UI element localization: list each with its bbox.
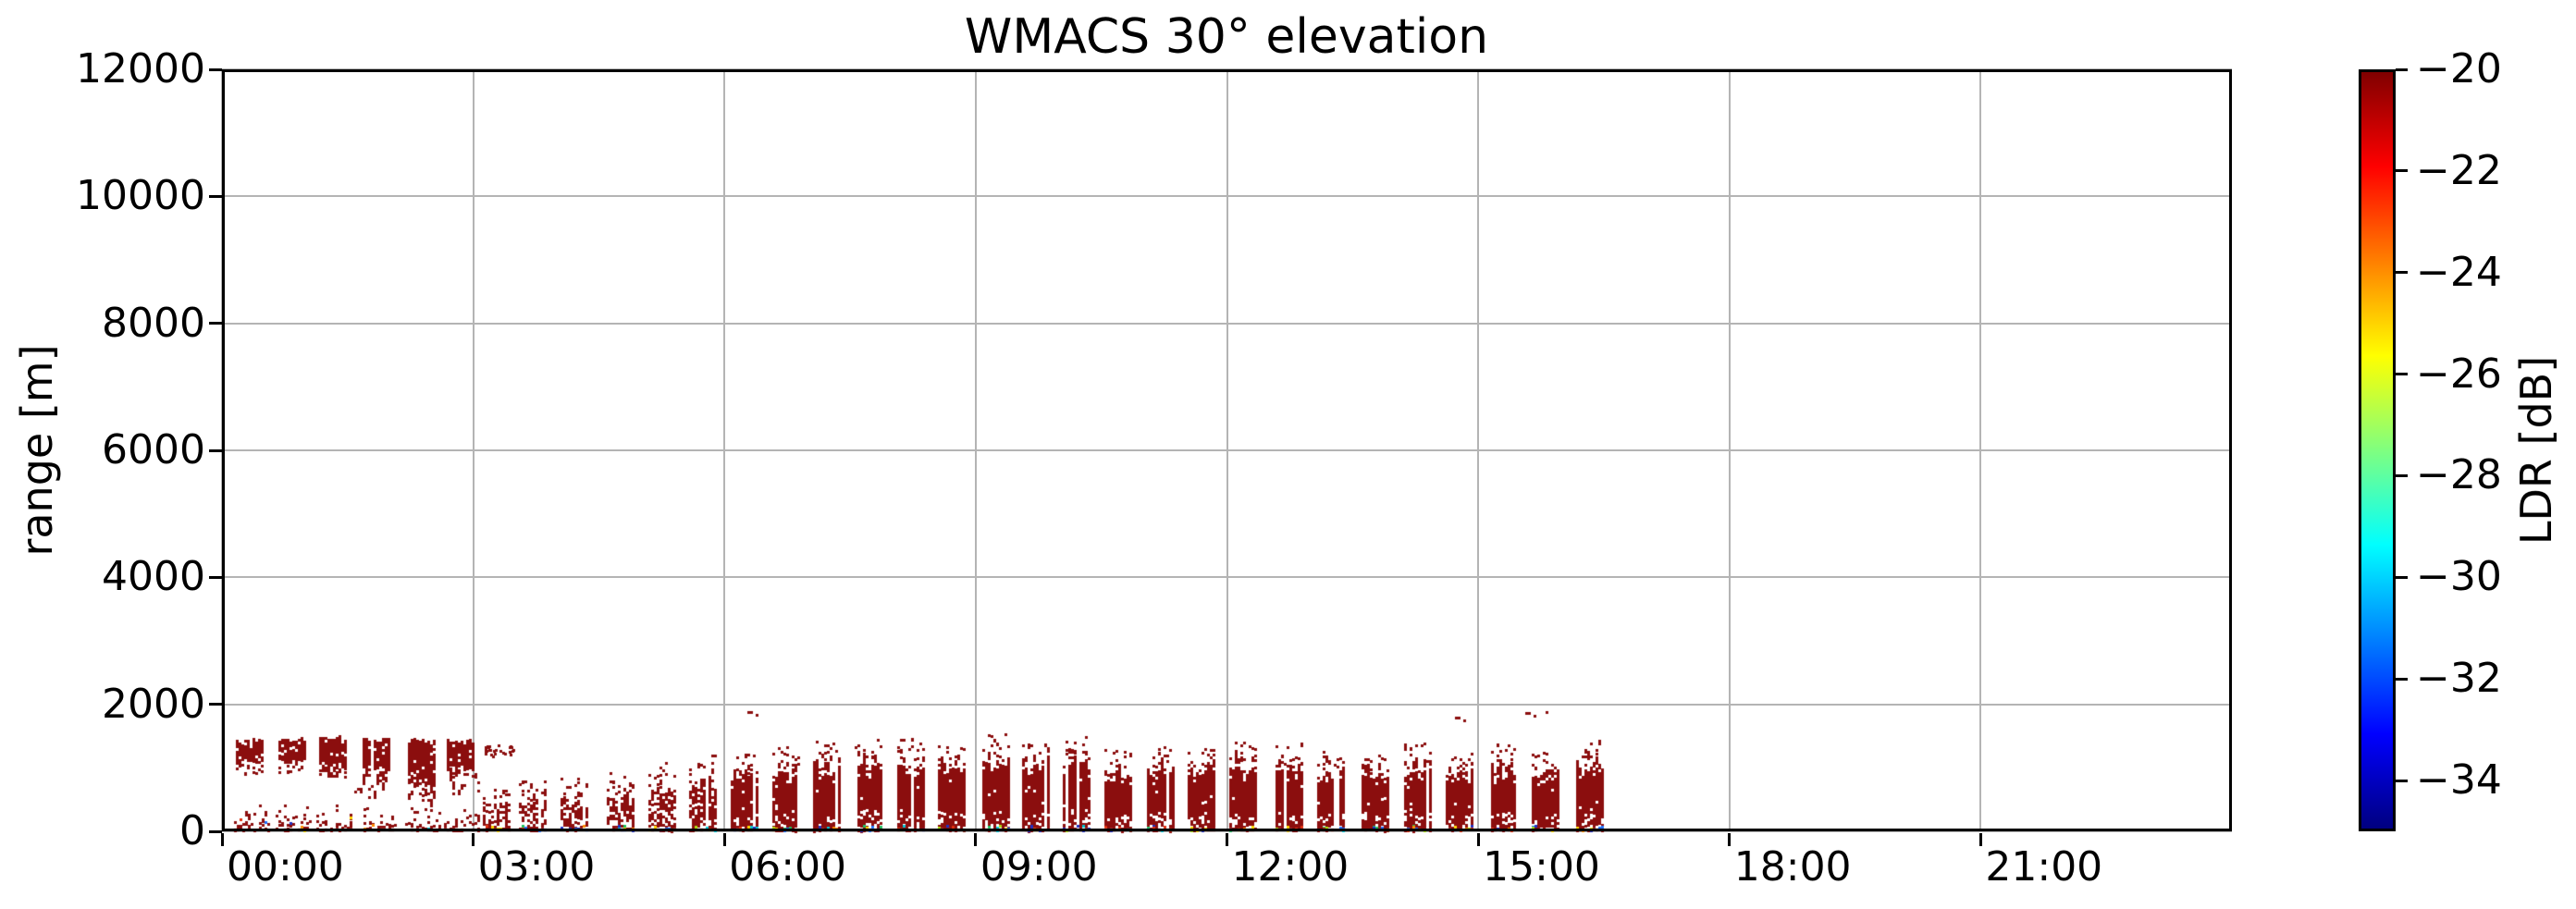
colorbar-tick-mark bbox=[2396, 473, 2408, 477]
colorbar-label: LDR [dB] bbox=[2511, 355, 2561, 546]
colorbar-tick-mark bbox=[2396, 575, 2408, 579]
colorbar-tick-label: −30 bbox=[2416, 553, 2502, 601]
x-tick-mark bbox=[1728, 833, 1732, 846]
y-tick-label: 4000 bbox=[102, 553, 205, 601]
colorbar-tick-label: −32 bbox=[2416, 655, 2502, 703]
x-tick-label: 06:00 bbox=[729, 843, 847, 891]
x-tick-label: 15:00 bbox=[1483, 843, 1600, 891]
y-tick-label: 10000 bbox=[76, 172, 205, 220]
y-tick-label: 12000 bbox=[76, 45, 205, 92]
x-tick-mark bbox=[722, 833, 726, 846]
colorbar-tick-mark bbox=[2396, 68, 2408, 71]
colorbar-tick-mark bbox=[2396, 271, 2408, 275]
x-tick-label: 00:00 bbox=[227, 843, 344, 891]
colorbar-tick-label: −20 bbox=[2416, 45, 2502, 92]
y-tick-mark bbox=[209, 448, 222, 452]
colorbar-tick-mark bbox=[2396, 677, 2408, 681]
y-tick-label: 2000 bbox=[102, 680, 205, 728]
x-tick-label: 03:00 bbox=[477, 843, 596, 891]
x-tick-mark bbox=[220, 833, 224, 846]
y-tick-label: 6000 bbox=[102, 426, 205, 473]
x-tick-mark bbox=[472, 833, 475, 846]
y-tick-mark bbox=[209, 829, 222, 833]
y-tick-mark bbox=[209, 68, 222, 71]
y-tick-label: 8000 bbox=[102, 299, 205, 347]
x-tick-label: 21:00 bbox=[1985, 843, 2103, 891]
x-tick-mark bbox=[1226, 833, 1228, 846]
x-tick-mark bbox=[974, 833, 978, 846]
colorbar-tick-mark bbox=[2396, 169, 2408, 173]
plot-frame bbox=[222, 69, 2232, 831]
colorbar-tick-label: −34 bbox=[2416, 756, 2502, 805]
y-tick-mark bbox=[209, 575, 222, 579]
x-tick-label: 18:00 bbox=[1733, 843, 1852, 891]
y-tick-mark bbox=[209, 194, 222, 198]
x-tick-label: 09:00 bbox=[980, 843, 1098, 891]
x-tick-label: 12:00 bbox=[1231, 843, 1350, 891]
y-tick-mark bbox=[209, 322, 222, 326]
colorbar bbox=[2359, 69, 2396, 831]
x-tick-mark bbox=[1978, 833, 1982, 846]
colorbar-tick-mark bbox=[2396, 779, 2408, 782]
colorbar-tick-label: −26 bbox=[2416, 350, 2502, 398]
x-tick-mark bbox=[1476, 833, 1480, 846]
y-tick-label: 0 bbox=[179, 807, 205, 854]
colorbar-tick-mark bbox=[2396, 373, 2408, 376]
colorbar-tick-label: −24 bbox=[2416, 248, 2502, 296]
y-tick-mark bbox=[209, 703, 222, 706]
colorbar-tick-label: −22 bbox=[2416, 146, 2502, 194]
colorbar-tick-label: −28 bbox=[2416, 451, 2502, 499]
